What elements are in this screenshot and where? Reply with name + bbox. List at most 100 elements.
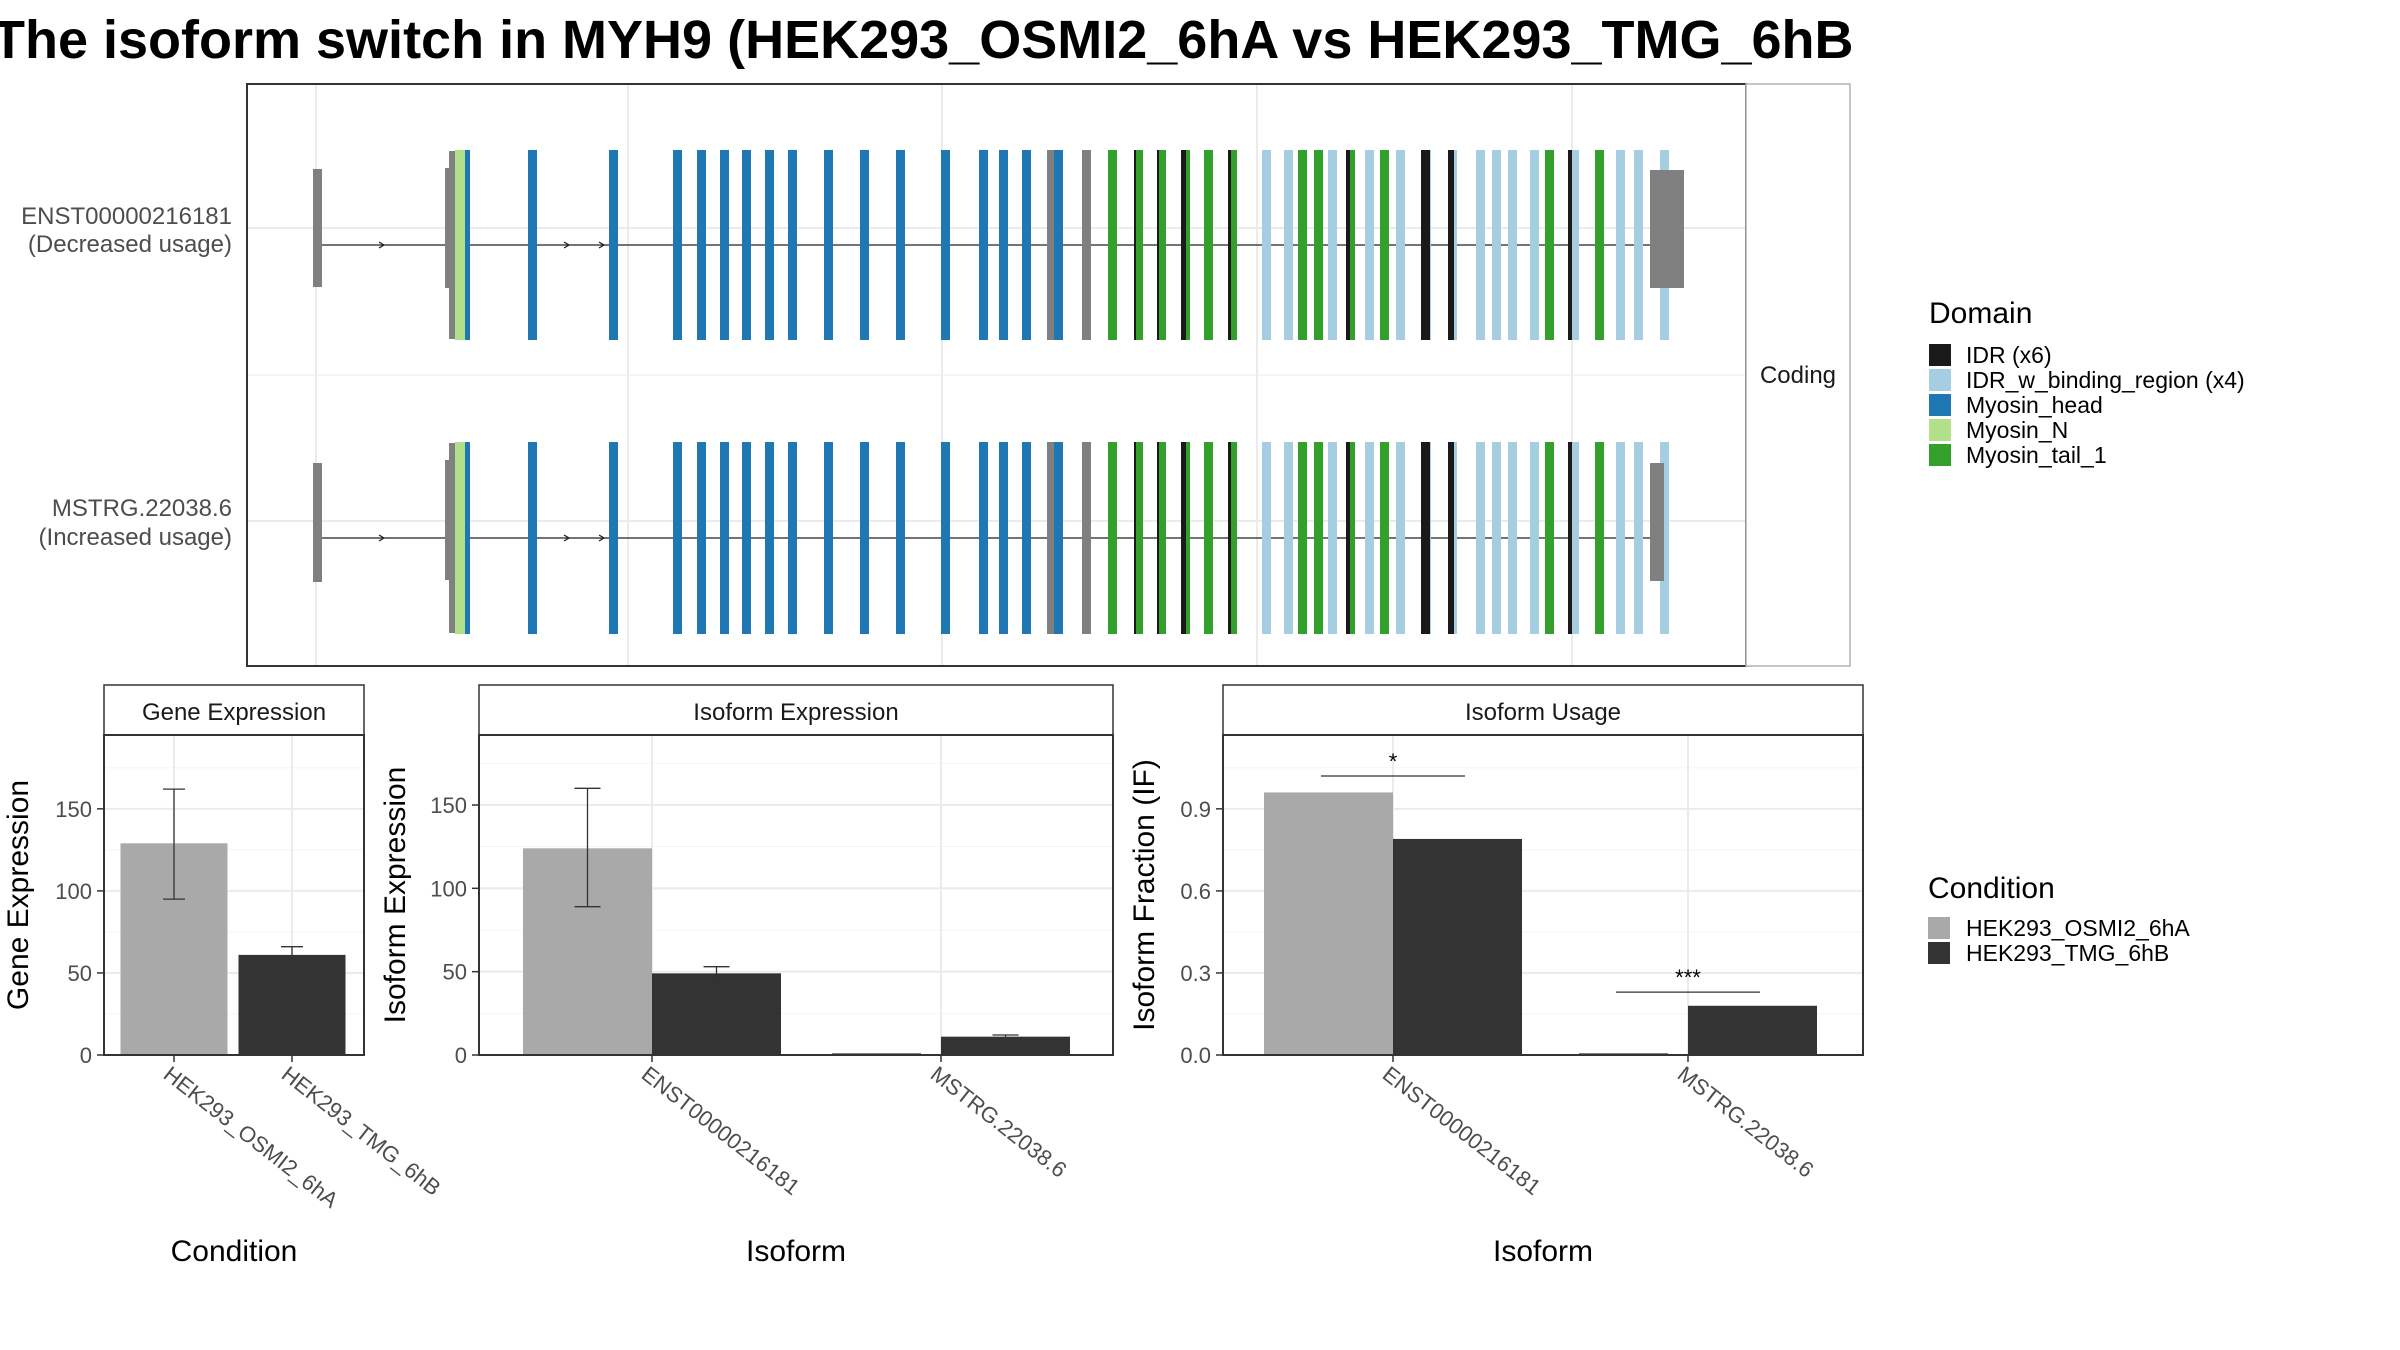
y-tick-label-1: 50 — [443, 960, 467, 985]
exon-myosin-head-4 — [720, 442, 729, 634]
error-bar-0-0 — [574, 787, 601, 908]
transcript-1-usage: (Decreased usage) — [28, 231, 232, 258]
domain-legend-label-3: Myosin_N — [1966, 417, 2068, 443]
exon-myosin-head-12 — [979, 150, 988, 340]
y-axis-title: Gene Expression — [2, 780, 35, 1010]
plot-border — [103, 734, 365, 1056]
significance-label-0: * — [1389, 749, 1398, 774]
exon-myosin-tail-26 — [1298, 442, 1307, 634]
exon-myosin-head-1 — [609, 150, 618, 340]
strand-arrow-2 — [598, 534, 606, 542]
exon-myosin-head-3 — [697, 150, 706, 340]
domain-legend-key-0 — [1929, 344, 1951, 366]
exon-idr-3 — [1228, 150, 1231, 340]
exon-start-noncoding — [449, 151, 455, 339]
exon-myosin-tail-39 — [1545, 442, 1554, 634]
error-bar-1 — [281, 946, 303, 964]
utr-exon-2 — [445, 460, 450, 580]
exon-myosin-head-14 — [1022, 150, 1031, 340]
exon-myosin-tail-22 — [1204, 150, 1213, 340]
exon-myosin-tail-19 — [1134, 442, 1143, 634]
exon-myosin-tail-20 — [1157, 150, 1166, 340]
domain-legend: Domain IDR (x6)IDR_w_binding_region (x4)… — [1929, 297, 2245, 468]
exon-myosin-head-7 — [788, 442, 797, 634]
exon-myosin-head-13 — [999, 150, 1008, 340]
exon-idr-5 — [1421, 150, 1430, 340]
bar-HEK293_TMG_6hB-ENST00000216181 — [652, 973, 781, 1055]
exon-idr-binding-36 — [1492, 442, 1501, 634]
exon-idr-3 — [1228, 442, 1231, 634]
exon-myosin-tail-39 — [1545, 150, 1554, 340]
exon-idr-6 — [1448, 442, 1454, 634]
exon-start-noncoding — [449, 443, 455, 633]
domain-legend-key-2 — [1929, 394, 1951, 416]
condition-legend-label-0: HEK293_OSMI2_6hA — [1966, 915, 2190, 941]
x-tick-label-0: ENST00000216181 — [637, 1061, 805, 1200]
domain-legend-key-3 — [1929, 419, 1951, 441]
exon-myosin-tail-18 — [1108, 150, 1117, 340]
exon-myosin-head-6 — [765, 150, 774, 340]
exon-idr-binding-28 — [1328, 442, 1337, 634]
exon-idr-2 — [1181, 150, 1186, 340]
y-tick-label-3: 0.9 — [1180, 797, 1211, 822]
exon-myosin-tail-23 — [1228, 442, 1237, 634]
exon-idr-binding-38 — [1530, 150, 1539, 340]
exon-myosin-head-6 — [765, 442, 774, 634]
condition-legend-title: Condition — [1928, 872, 2055, 905]
strand-arrow-0 — [378, 534, 386, 542]
exon-myosin-tail-31 — [1380, 150, 1389, 340]
exon-myosin-tail-29 — [1346, 442, 1355, 634]
exon-myosin-head-12 — [979, 442, 988, 634]
exon-idr-0 — [1134, 150, 1136, 340]
x-tick-label-1: MSTRG.22038.6 — [1673, 1061, 1818, 1182]
exon-idr-1 — [1157, 442, 1159, 634]
exon-myosin-tail-31 — [1380, 442, 1389, 634]
y-tick-label-2: 100 — [55, 879, 92, 904]
domain-legend-title: Domain — [1929, 297, 2032, 330]
exon-idr-binding-32 — [1396, 150, 1405, 340]
exon-myosin-head-5 — [742, 442, 751, 634]
exon-idr-4 — [1346, 442, 1350, 634]
coding-strip — [1745, 83, 1851, 667]
x-axis-title: Isoform — [1493, 1235, 1593, 1268]
y-tick-label-0: 0 — [80, 1043, 92, 1068]
exon-myosin-tail-41 — [1595, 150, 1604, 340]
transcript-2-model — [313, 442, 1669, 634]
exon-myosin-head-7 — [788, 150, 797, 340]
exon-myosin-head-5 — [742, 150, 751, 340]
exon-myosin-tail-26 — [1298, 150, 1307, 340]
exon-myosin-head-8 — [824, 150, 833, 340]
exon-idr-binding-25 — [1284, 150, 1293, 340]
x-tick-label-0: ENST00000216181 — [1378, 1061, 1546, 1200]
exon-idr-7 — [1568, 150, 1572, 340]
exon-idr-binding-36 — [1492, 150, 1501, 340]
utr-5-exon — [313, 169, 322, 287]
panel-strip — [103, 684, 365, 736]
exon-myosin-tail-27 — [1314, 442, 1323, 634]
exon-myosin-tail-23 — [1228, 150, 1237, 340]
exon-myosin-head-2 — [673, 442, 682, 634]
condition-legend-key-1 — [1928, 942, 1950, 964]
y-axis-title: Isoform Fraction (IF) — [1128, 759, 1161, 1031]
significance-label-1: *** — [1675, 965, 1701, 990]
exon-idr-binding-30 — [1365, 150, 1374, 340]
exon-idr-binding-40 — [1570, 442, 1579, 634]
exon-idr-binding-32 — [1396, 442, 1405, 634]
exon-myosin-head-8 — [824, 442, 833, 634]
exon-myosin-head-10 — [896, 442, 905, 634]
exon-idr-binding-44 — [1660, 442, 1669, 634]
exon-idr-binding-24 — [1262, 150, 1271, 340]
exon-idr-4 — [1346, 150, 1350, 340]
panel-strip — [1222, 684, 1864, 736]
exon-idr-binding-35 — [1476, 150, 1485, 340]
condition-legend-key-0 — [1928, 917, 1950, 939]
exon-idr-5 — [1421, 442, 1430, 634]
bar-HEK293_TMG_6hB-MSTRG.22038.6 — [1688, 1005, 1817, 1055]
y-tick-label-1: 0.3 — [1180, 961, 1211, 986]
exon-myosin-tail-20 — [1157, 442, 1166, 634]
exon-myosin-head-0 — [528, 442, 537, 634]
plot-border — [478, 734, 1114, 1056]
strand-arrow-2 — [598, 241, 606, 249]
exon-myosin-head-9 — [860, 442, 869, 634]
